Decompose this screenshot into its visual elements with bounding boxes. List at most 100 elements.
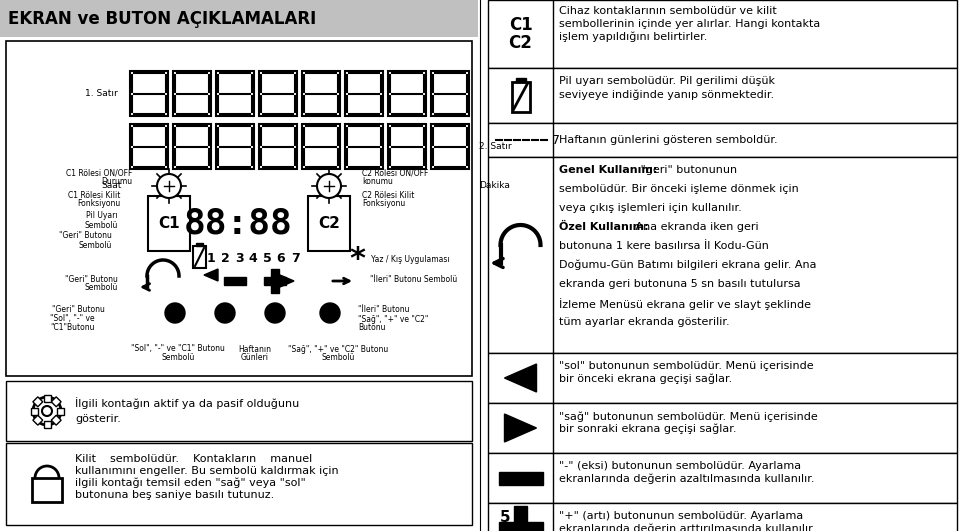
Circle shape bbox=[165, 303, 185, 323]
Text: Fonksiyonu: Fonksiyonu bbox=[362, 200, 406, 209]
Bar bbox=[43, 421, 51, 427]
Polygon shape bbox=[504, 364, 536, 392]
Text: Sembolü: Sembolü bbox=[161, 354, 195, 363]
Circle shape bbox=[320, 303, 340, 323]
Text: Dakika: Dakika bbox=[479, 181, 510, 190]
Bar bbox=[33, 415, 43, 425]
Bar bbox=[43, 395, 51, 401]
Text: "sağ" butonunun sembolüdür. Menü içerisinde: "sağ" butonunun sembolüdür. Menü içerisi… bbox=[559, 411, 818, 422]
Bar bbox=[51, 415, 61, 425]
Text: "Geri" Butonu: "Geri" Butonu bbox=[65, 275, 118, 284]
Text: "Geri" Butonu: "Geri" Butonu bbox=[59, 232, 112, 241]
Text: 5: 5 bbox=[263, 252, 271, 264]
Text: "Sol", "-" ve: "Sol", "-" ve bbox=[51, 314, 95, 323]
Bar bbox=[431, 124, 469, 169]
Bar bbox=[488, 503, 957, 531]
Bar bbox=[130, 71, 168, 116]
Text: Sembolü: Sembolü bbox=[321, 354, 355, 363]
Text: ekranda geri butonuna 5 sn basılı tutulursa: ekranda geri butonuna 5 sn basılı tutulu… bbox=[559, 279, 801, 289]
Bar bbox=[148, 196, 190, 251]
Bar bbox=[302, 124, 340, 169]
Text: Pil Uyarı: Pil Uyarı bbox=[86, 211, 118, 220]
Bar bbox=[216, 71, 254, 116]
Text: *: * bbox=[349, 244, 365, 273]
Text: işlem yapıldığını belirtirler.: işlem yapıldığını belirtirler. bbox=[559, 32, 708, 42]
Text: 2. Satır: 2. Satır bbox=[479, 142, 511, 151]
Text: 1: 1 bbox=[206, 252, 216, 264]
Text: EKRAN ve BUTON AÇIKLAMALARI: EKRAN ve BUTON AÇIKLAMALARI bbox=[8, 10, 316, 28]
Bar bbox=[259, 71, 297, 116]
Bar bbox=[345, 124, 383, 169]
Text: İzleme Menüsü ekrana gelir ve slayt şeklinde: İzleme Menüsü ekrana gelir ve slayt şekl… bbox=[559, 298, 811, 310]
Bar bbox=[308, 196, 350, 251]
Text: Kilit    sembolüdür.    Kontakların    manuel: Kilit sembolüdür. Kontakların manuel bbox=[75, 454, 313, 464]
Bar bbox=[193, 246, 206, 268]
Text: Özel Kullanım:: Özel Kullanım: bbox=[559, 222, 648, 232]
Text: Doğumu-Gün Batımı bilgileri ekrana gelir. Ana: Doğumu-Gün Batımı bilgileri ekrana gelir… bbox=[559, 260, 816, 270]
Text: butonuna beş saniye basılı tutunuz.: butonuna beş saniye basılı tutunuz. bbox=[75, 490, 274, 500]
Text: C1 Rölesi Kilit: C1 Rölesi Kilit bbox=[68, 191, 120, 200]
Bar bbox=[33, 397, 43, 407]
Circle shape bbox=[265, 303, 285, 323]
Bar bbox=[216, 124, 254, 169]
Text: butonuna 1 kere basılırsa İl Kodu-Gün: butonuna 1 kere basılırsa İl Kodu-Gün bbox=[559, 241, 769, 251]
Text: ilgili kontağı temsil eden "sağ" veya "sol": ilgili kontağı temsil eden "sağ" veya "s… bbox=[75, 478, 306, 488]
Text: Sembolü: Sembolü bbox=[79, 241, 112, 250]
Text: 88:88: 88:88 bbox=[183, 207, 292, 241]
Circle shape bbox=[215, 303, 235, 323]
Text: bir önceki ekrana geçişi sağlar.: bir önceki ekrana geçişi sağlar. bbox=[559, 374, 733, 384]
Bar bbox=[302, 71, 340, 116]
Bar bbox=[516, 78, 526, 81]
Bar bbox=[259, 124, 297, 169]
Text: "C1"Butonu: "C1"Butonu bbox=[51, 323, 95, 332]
Bar bbox=[271, 269, 279, 293]
Text: "Sağ", "+" ve "C2" Butonu: "Sağ", "+" ve "C2" Butonu bbox=[288, 345, 388, 354]
Text: C1: C1 bbox=[158, 217, 180, 232]
Text: "Geri" Butonu: "Geri" Butonu bbox=[52, 304, 105, 313]
Bar bbox=[6, 41, 472, 376]
Text: "sol" butonunun sembolüdür. Menü içerisinde: "sol" butonunun sembolüdür. Menü içerisi… bbox=[559, 361, 813, 371]
Text: "-" (eksi) butonunun sembolüdür. Ayarlama: "-" (eksi) butonunun sembolüdür. Ayarlam… bbox=[559, 461, 801, 471]
Text: C2 Rölesi Kilit: C2 Rölesi Kilit bbox=[362, 191, 414, 200]
Text: Pil uyarı sembolüdür. Pil gerilimi düşük: Pil uyarı sembolüdür. Pil gerilimi düşük bbox=[559, 76, 775, 86]
Bar bbox=[32, 478, 62, 502]
Bar bbox=[513, 506, 526, 531]
Text: "geri" butonunun: "geri" butonunun bbox=[637, 165, 737, 175]
Text: 6: 6 bbox=[277, 252, 286, 264]
Text: Günleri: Günleri bbox=[241, 354, 269, 363]
Text: 1. Satır: 1. Satır bbox=[85, 89, 118, 98]
Bar bbox=[488, 453, 957, 503]
Bar bbox=[488, 68, 957, 123]
Text: Yaz / Kış Uygulaması: Yaz / Kış Uygulaması bbox=[371, 254, 450, 263]
Text: Haftanın: Haftanın bbox=[239, 345, 271, 354]
Text: C2: C2 bbox=[508, 34, 532, 52]
Text: C2: C2 bbox=[318, 217, 339, 232]
Circle shape bbox=[33, 397, 61, 425]
Bar bbox=[488, 403, 957, 453]
Text: 5: 5 bbox=[500, 510, 510, 525]
Text: "+" (artı) butonunun sembolüdür. Ayarlama: "+" (artı) butonunun sembolüdür. Ayarlam… bbox=[559, 511, 804, 521]
Circle shape bbox=[317, 174, 341, 198]
Bar bbox=[224, 277, 246, 285]
Bar bbox=[51, 397, 61, 407]
Bar bbox=[31, 407, 37, 415]
Text: kullanımını engeller. Bu sembolü kaldırmak için: kullanımını engeller. Bu sembolü kaldırm… bbox=[75, 466, 339, 476]
Bar bbox=[345, 71, 383, 116]
Polygon shape bbox=[204, 269, 218, 281]
Bar bbox=[388, 124, 426, 169]
Bar bbox=[264, 277, 286, 285]
Text: Sembolü: Sembolü bbox=[84, 282, 118, 292]
Bar bbox=[57, 407, 63, 415]
Bar bbox=[488, 353, 957, 403]
Text: Genel Kullanım:: Genel Kullanım: bbox=[559, 165, 657, 175]
Bar bbox=[173, 71, 211, 116]
Text: seviyeye indiğinde yanıp sönmektedir.: seviyeye indiğinde yanıp sönmektedir. bbox=[559, 89, 774, 99]
Text: 3: 3 bbox=[235, 252, 244, 264]
Text: 7: 7 bbox=[552, 133, 560, 147]
Bar bbox=[488, 0, 957, 68]
Bar bbox=[488, 123, 957, 157]
Bar bbox=[173, 124, 211, 169]
Bar bbox=[499, 522, 543, 531]
Bar bbox=[511, 81, 529, 112]
Text: gösterir.: gösterir. bbox=[75, 414, 121, 424]
